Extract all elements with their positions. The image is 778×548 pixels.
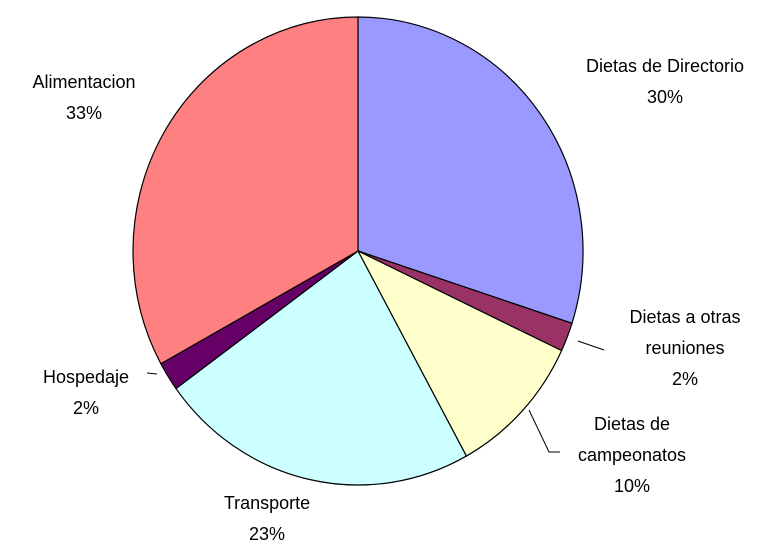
slice-label: Alimentacion	[32, 72, 135, 92]
slice-value-label: 30%	[647, 87, 683, 107]
slice-value-label: 2%	[672, 369, 698, 389]
label-line: Dietas de	[594, 414, 670, 434]
leader-line	[528, 409, 560, 453]
label-line: Hospedaje	[43, 367, 129, 387]
slice-value-label: 2%	[73, 398, 99, 418]
label-line: Dietas de Directorio	[586, 56, 744, 76]
slice-value-label: 33%	[66, 103, 102, 123]
pie-slice	[356, 249, 563, 457]
leader-line	[146, 372, 158, 375]
label-line: reuniones	[645, 338, 724, 358]
leader-line	[577, 340, 605, 351]
pie-slice	[357, 16, 584, 325]
slice-label: Dietas de Directorio	[586, 56, 744, 76]
slice-label: Transporte	[224, 493, 310, 513]
pie-slice	[132, 16, 359, 365]
label-line: Transporte	[224, 493, 310, 513]
slice-label: Dietas de campeonatos	[578, 414, 686, 465]
pie-slice	[175, 250, 468, 486]
label-line: Dietas a otras	[629, 307, 740, 327]
slice-label: Hospedaje	[43, 367, 129, 387]
label-line: Alimentacion	[32, 72, 135, 92]
label-line: campeonatos	[578, 445, 686, 465]
slice-value-label: 10%	[614, 476, 650, 496]
slice-value-label: 23%	[249, 524, 285, 544]
slice-label: Dietas a otras reuniones	[629, 307, 740, 358]
